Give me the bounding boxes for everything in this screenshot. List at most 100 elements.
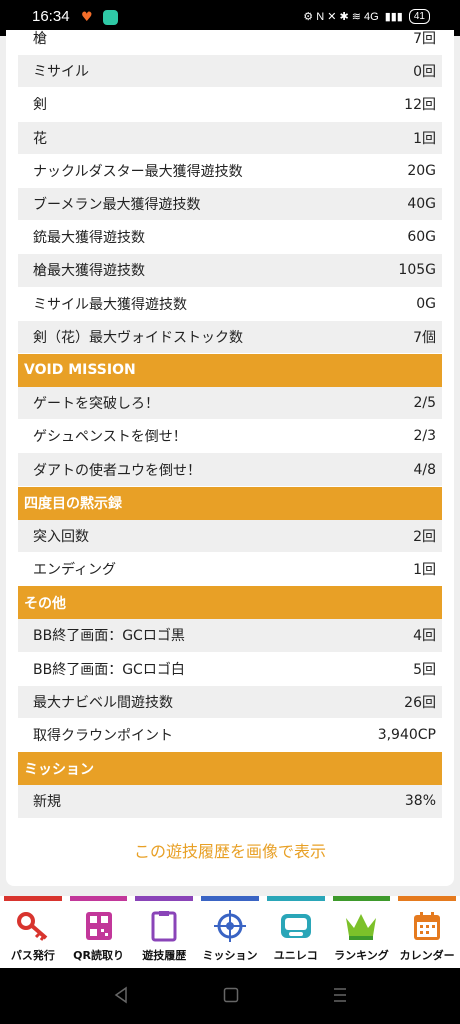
table-row: エンディング 1回: [18, 553, 442, 587]
row-label: ミサイル最大獲得遊技数: [33, 296, 187, 313]
nav-mission[interactable]: ミッション: [197, 896, 263, 968]
nav-qr-read[interactable]: QR読取り: [66, 896, 132, 968]
nav-label: QR読取り: [73, 949, 124, 962]
row-value: 2/5: [413, 395, 436, 412]
row-label: BB終了画面：GCロゴ白: [33, 661, 185, 678]
row-label: ダアトの使者ユウを倒せ！: [33, 462, 201, 479]
row-value: 5回: [413, 661, 436, 678]
row-label: 槍最大獲得遊技数: [33, 263, 145, 280]
status-time: 16:34: [32, 8, 70, 25]
nav-calendar[interactable]: カレンダー: [394, 896, 460, 968]
nav-unireco[interactable]: ユニレコ: [263, 896, 329, 968]
table-row: ブーメラン最大獲得遊技数 40G: [18, 187, 442, 222]
row-value: 105G: [398, 262, 436, 279]
row-value: 7個: [413, 329, 436, 346]
clipboard-icon: [151, 911, 177, 942]
nav-label: 遊技履歴: [142, 949, 187, 962]
nav-color-bar: [398, 896, 457, 901]
row-value: 20G: [407, 162, 436, 179]
battery-icon: 41: [408, 9, 430, 24]
row-value: 2/3: [413, 428, 436, 445]
table-row: 槍 7回: [18, 30, 442, 56]
nav-ranking[interactable]: ランキング: [329, 896, 395, 968]
table-row: 剣（花）最大ヴォイドストック数 7個: [18, 320, 442, 354]
row-value: 4/8: [413, 461, 436, 478]
row-label: ゲシュペンストを倒せ！: [33, 429, 187, 446]
row-value: 2回: [413, 528, 436, 545]
row-value: 4回: [413, 628, 436, 645]
row-value: 0回: [413, 64, 436, 81]
app-notification-icon: ♥: [81, 10, 93, 25]
row-label: 突入回数: [33, 528, 89, 545]
nav-color-bar: [201, 896, 259, 901]
table-row: BB終了画面：GCロゴ黒 4回: [18, 619, 442, 653]
table-row: 最大ナビベル間遊技数 26回: [18, 685, 442, 719]
row-label: ゲートを突破しろ！: [33, 396, 159, 413]
nav-color-bar: [135, 896, 194, 901]
row-value: 1回: [413, 130, 436, 147]
chat-notification-icon: [103, 10, 118, 25]
row-label: BB終了画面：GCロゴ黒: [33, 628, 185, 645]
row-value: 60G: [407, 229, 436, 246]
table-row: ゲートを突破しろ！ 2/5: [18, 387, 442, 421]
row-label: ミサイル: [33, 64, 89, 81]
row-value: 12回: [404, 97, 436, 114]
recents-icon[interactable]: [332, 986, 348, 1004]
nav-color-bar: [266, 896, 325, 901]
back-icon[interactable]: [113, 986, 129, 1004]
row-label: 剣: [33, 97, 47, 114]
history-table: 槍 7回ミサイル 0回剣 12回花 1回ナックルダスター最大獲得遊技数 20G ブーメラン最…: [18, 30, 442, 819]
nav-label: ユニレコ: [273, 949, 318, 962]
history-card: 槍 7回ミサイル 0回剣 12回花 1回ナックルダスター最大獲得遊技数 20G ブーメラン最…: [6, 30, 454, 886]
table-row: 取得クラウンポイント 3,940CP: [18, 718, 442, 753]
unireco-icon: [280, 914, 311, 938]
key-icon: [16, 912, 48, 941]
nav-label: ランキング: [334, 949, 389, 962]
row-label: 最大ナビベル間遊技数: [33, 694, 173, 711]
row-value: 26回: [404, 694, 436, 711]
table-row: ミサイル 0回: [18, 55, 442, 89]
section-header-mission: ミッション: [18, 752, 442, 786]
table-row: ダアトの使者ユウを倒せ！ 4/8: [18, 453, 442, 487]
nav-color-bar: [4, 896, 62, 901]
crown-icon: [346, 914, 377, 940]
target-icon: [214, 910, 247, 942]
section-header-apocalypse: 四度目の黙示録: [18, 486, 442, 520]
table-row: ゲシュペンストを倒せ！ 2/3: [18, 420, 442, 454]
row-label: 槍: [33, 31, 47, 48]
row-label: 新規: [33, 794, 61, 811]
bottom-nav: パス発行 QR読取り 遊技履歴 ミッション: [0, 896, 460, 968]
table-row: 槍最大獲得遊技数 105G: [18, 254, 442, 288]
table-row: 剣 12回: [18, 88, 442, 122]
row-label: エンディング: [33, 562, 117, 579]
table-row: 新規 38%: [18, 785, 442, 819]
show-as-image-link[interactable]: この遊技履歴を画像で表示: [133, 842, 326, 861]
nav-label: パス発行: [10, 949, 55, 962]
table-row: ミサイル最大獲得遊技数 0G: [18, 287, 442, 321]
nav-color-bar: [69, 896, 128, 901]
section-header-void-mission: VOID MISSION: [18, 353, 442, 388]
calendar-icon: [414, 912, 441, 940]
row-value: 3,940CP: [377, 727, 436, 744]
nav-label: ミッション: [202, 949, 258, 962]
row-value: 0G: [416, 295, 436, 312]
signal-icon: ▮▮▮: [384, 11, 403, 23]
nav-label: カレンダー: [399, 949, 455, 962]
home-icon[interactable]: [223, 987, 239, 1003]
table-row: 花 1回: [18, 121, 442, 155]
row-value: 38%: [404, 793, 436, 810]
status-icons: ⚙ N ✕ ✱ ≋ 4G: [303, 11, 379, 23]
table-row: BB終了画面：GCロゴ白 5回: [18, 652, 442, 686]
table-row: ナックルダスター最大獲得遊技数 20G: [18, 154, 442, 188]
row-label: 剣（花）最大ヴォイドストック数: [33, 329, 243, 346]
table-row: 突入回数 2回: [18, 519, 442, 553]
section-header-other: その他: [18, 586, 442, 620]
qr-icon: [85, 912, 112, 940]
row-label: 取得クラウンポイント: [33, 728, 173, 745]
nav-play-history[interactable]: 遊技履歴: [131, 896, 197, 968]
nav-pass-issue[interactable]: パス発行: [0, 896, 66, 968]
row-value: 1回: [413, 562, 436, 579]
row-label: ナックルダスター最大獲得遊技数: [33, 163, 243, 180]
nav-color-bar: [332, 896, 391, 901]
row-label: 銃最大獲得遊技数: [33, 230, 145, 247]
